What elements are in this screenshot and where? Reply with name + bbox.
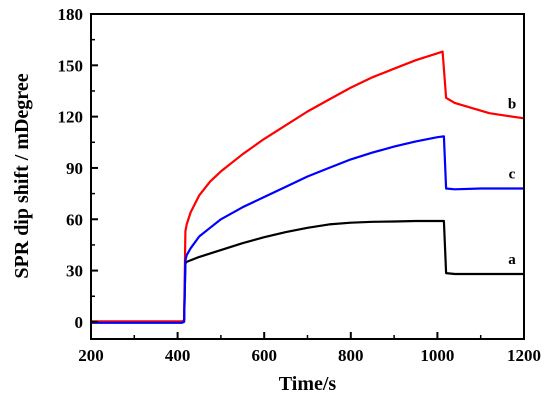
x-axis-title: Time/s <box>279 373 337 395</box>
series-label-c: c <box>509 166 516 182</box>
plot-area: 200 400 600 800 1000 1200 0 30 60 90 120 150 180 a b… <box>58 5 542 365</box>
y-tick-label: 180 <box>58 5 84 24</box>
series-line-b <box>91 50 525 323</box>
y-tick-label: 150 <box>58 56 84 75</box>
series-layer <box>91 50 525 324</box>
series-label-a: a <box>508 252 516 268</box>
y-tick-label: 60 <box>66 210 83 229</box>
x-tick-label: 800 <box>338 346 364 365</box>
y-axis-ticks: 0 30 60 90 120 150 180 <box>58 5 98 332</box>
x-tick-label: 1200 <box>507 346 541 365</box>
series-labels: a b c <box>508 96 516 268</box>
series-line-c <box>91 135 524 324</box>
y-tick-label: 0 <box>75 313 84 332</box>
y-tick-label: 120 <box>58 108 84 127</box>
x-axis-ticks: 200 400 600 800 1000 1200 <box>78 332 541 365</box>
series-label-b: b <box>508 96 516 112</box>
x-tick-label: 600 <box>251 346 277 365</box>
x-tick-label: 1000 <box>420 346 454 365</box>
x-tick-label: 400 <box>165 346 191 365</box>
x-tick-label: 200 <box>78 346 104 365</box>
series-line-a <box>91 219 524 323</box>
y-axis-title: SPR dip shift / mDegree <box>11 73 33 278</box>
y-tick-label: 30 <box>66 262 83 281</box>
y-tick-label: 90 <box>66 159 83 178</box>
